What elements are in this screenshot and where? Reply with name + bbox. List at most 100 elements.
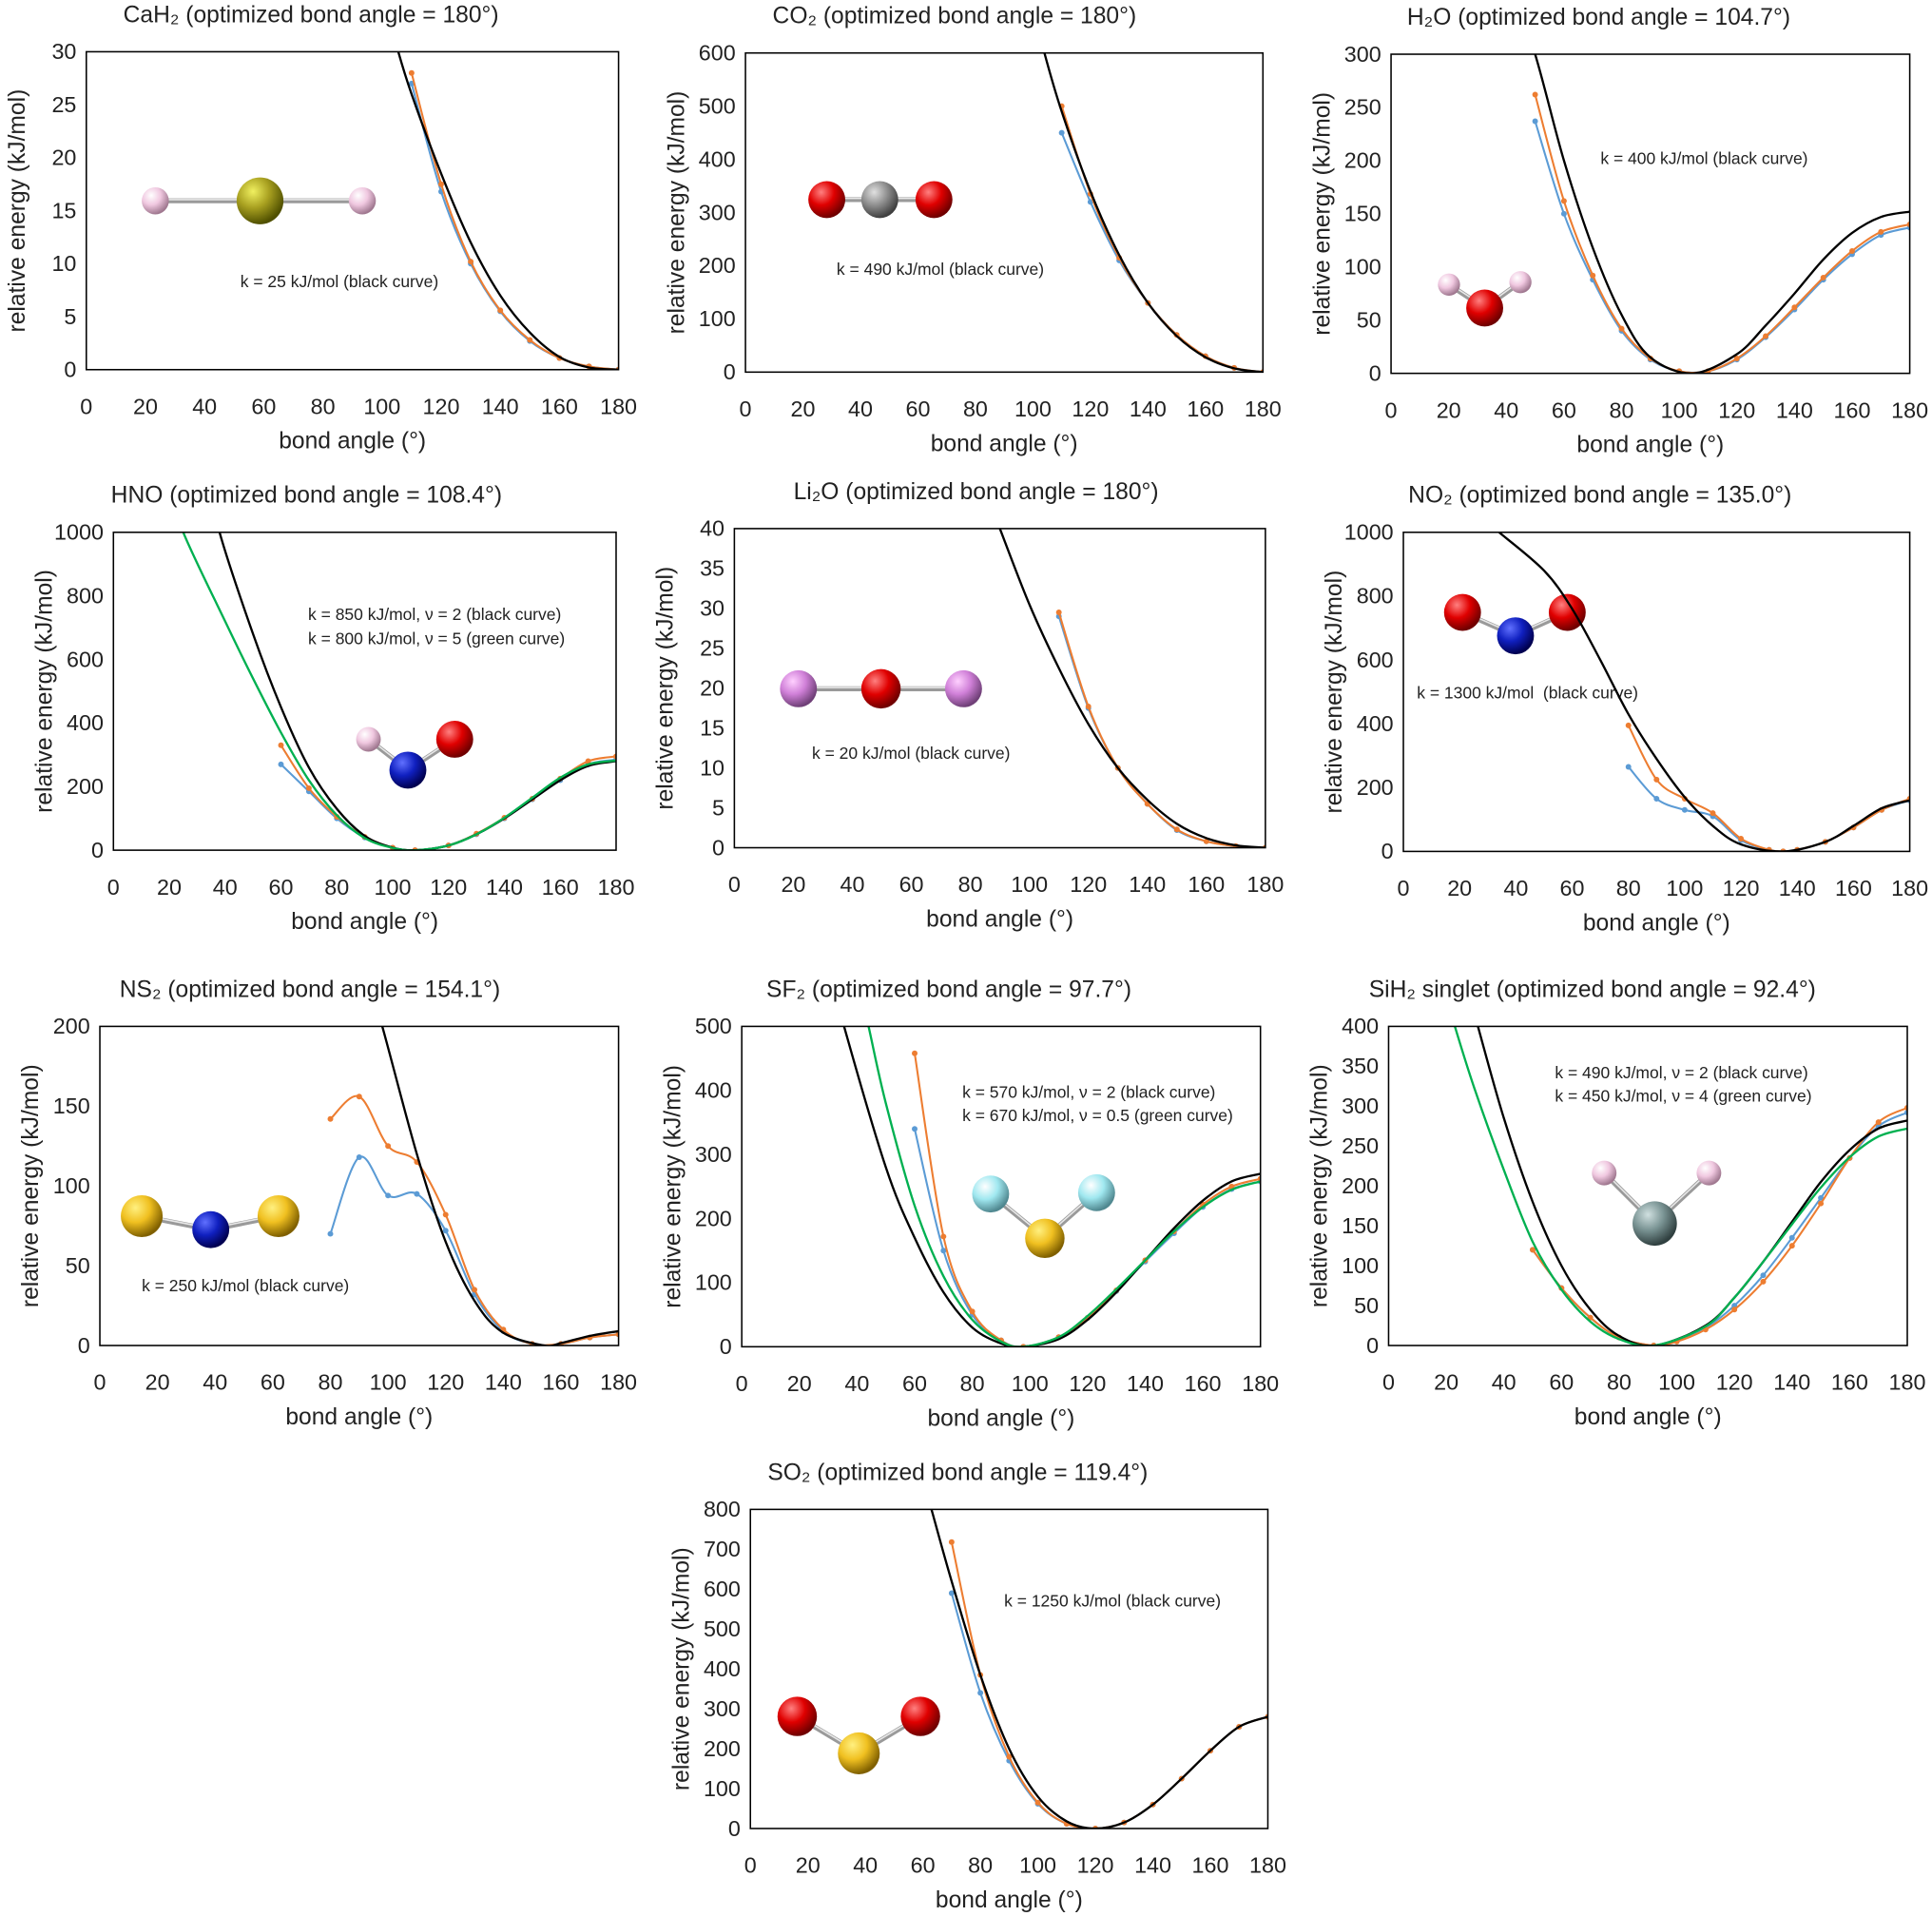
y-tick-label: 200 bbox=[699, 253, 736, 278]
x-tick-label: 80 bbox=[1607, 1370, 1632, 1395]
data-point bbox=[1788, 1234, 1795, 1241]
data-point bbox=[1738, 836, 1745, 842]
atom bbox=[1025, 1218, 1065, 1259]
x-tick-label: 180 bbox=[1246, 872, 1284, 897]
annotation: k = 670 kJ/mol, ν = 0.5 (green curve) bbox=[962, 1106, 1233, 1125]
data-point bbox=[1875, 1119, 1882, 1126]
x-tick-label: 160 bbox=[1188, 872, 1225, 897]
data-point bbox=[438, 181, 444, 187]
x-axis-label: bond angle (°) bbox=[936, 1887, 1083, 1913]
x-tick-label: 80 bbox=[963, 397, 988, 421]
x-tick-label: 120 bbox=[1070, 872, 1107, 897]
x-tick-label: 140 bbox=[1779, 876, 1816, 900]
model-curve bbox=[842, 1026, 1261, 1347]
y-tick-label: 15 bbox=[700, 715, 724, 740]
annotation: k = 850 kJ/mol, ν = 2 (black curve) bbox=[308, 605, 561, 624]
x-tick-label: 160 bbox=[543, 1370, 580, 1395]
y-tick-label: 400 bbox=[695, 1078, 732, 1103]
x-tick-label: 20 bbox=[1434, 1370, 1459, 1395]
atom bbox=[1696, 1160, 1722, 1186]
x-tick-label: 80 bbox=[311, 394, 336, 418]
model-curve bbox=[998, 528, 1265, 848]
x-tick-label: 120 bbox=[423, 394, 460, 418]
x-tick-label: 180 bbox=[1891, 397, 1928, 422]
atom bbox=[780, 669, 818, 707]
plot-area bbox=[998, 528, 1265, 848]
x-tick-label: 0 bbox=[740, 397, 752, 421]
data-point bbox=[1878, 228, 1884, 235]
y-tick-label: 800 bbox=[704, 1497, 741, 1521]
x-tick-label: 0 bbox=[744, 1853, 757, 1878]
data-point bbox=[408, 69, 415, 76]
data-point bbox=[1653, 776, 1660, 783]
annotation: k = 570 kJ/mol, ν = 2 (black curve) bbox=[962, 1083, 1215, 1102]
y-tick-label: 10 bbox=[700, 755, 724, 780]
x-tick-label: 100 bbox=[1014, 397, 1052, 421]
x-tick-label: 0 bbox=[1385, 397, 1398, 422]
atom bbox=[860, 668, 901, 709]
model-curve bbox=[930, 1509, 1268, 1829]
y-tick-label: 0 bbox=[1366, 1333, 1379, 1358]
data-point bbox=[414, 1190, 420, 1197]
molecule bbox=[121, 1194, 299, 1248]
x-tick-label: 60 bbox=[269, 875, 294, 900]
chart: Li₂O (optimized bond angle = 180°) relati… bbox=[653, 479, 1285, 933]
x-tick-label: 60 bbox=[1560, 876, 1585, 900]
data-point bbox=[278, 761, 284, 767]
data-point bbox=[442, 1211, 449, 1218]
x-axis-label: bond angle (°) bbox=[1583, 910, 1730, 936]
x-axis-label: bond angle (°) bbox=[279, 429, 426, 455]
plot-frame bbox=[733, 528, 1266, 849]
data-point bbox=[327, 1230, 334, 1237]
y-tick-label: 40 bbox=[700, 516, 724, 541]
x-tick-label: 60 bbox=[251, 394, 276, 418]
annotation: k = 20 kJ/mol (black curve) bbox=[812, 744, 1010, 763]
data-point bbox=[1788, 1243, 1795, 1249]
atom bbox=[838, 1732, 880, 1774]
atom bbox=[1592, 1160, 1617, 1186]
chart: NS₂ (optimized bond angle = 154.1°) relat… bbox=[18, 977, 637, 1430]
x-tick-label: 140 bbox=[1776, 397, 1813, 422]
y-tick-label: 0 bbox=[78, 1333, 90, 1358]
data-point bbox=[912, 1126, 918, 1132]
x-tick-label: 120 bbox=[1069, 1371, 1106, 1396]
y-tick-label: 200 bbox=[1344, 148, 1381, 173]
y-axis-label: relative energy (kJ/mol) bbox=[653, 567, 679, 810]
x-tick-label: 0 bbox=[1382, 1370, 1395, 1395]
atom bbox=[1509, 271, 1532, 294]
y-tick-label: 250 bbox=[1344, 95, 1381, 120]
y-tick-label: 150 bbox=[53, 1093, 90, 1118]
atom bbox=[121, 1194, 164, 1238]
y-tick-label: 5 bbox=[64, 304, 76, 329]
y-tick-label: 500 bbox=[699, 93, 736, 118]
data-point bbox=[948, 1590, 955, 1597]
atom bbox=[1438, 273, 1460, 296]
y-tick-label: 600 bbox=[704, 1577, 741, 1601]
y-tick-label: 200 bbox=[1342, 1173, 1379, 1198]
data-line bbox=[1060, 106, 1264, 373]
y-tick-label: 150 bbox=[1342, 1213, 1379, 1238]
data-point bbox=[1173, 826, 1180, 833]
chart: CaH₂ (optimized bond angle = 180°) relati… bbox=[5, 2, 637, 455]
x-tick-label: 0 bbox=[736, 1371, 748, 1396]
plot-area bbox=[396, 51, 619, 370]
y-tick-label: 0 bbox=[712, 835, 724, 860]
data-point bbox=[1818, 1200, 1825, 1207]
y-tick-label: 400 bbox=[1357, 711, 1394, 736]
y-tick-label: 100 bbox=[53, 1173, 90, 1198]
data-point bbox=[940, 1233, 947, 1240]
y-tick-label: 400 bbox=[1342, 1014, 1379, 1038]
plot-frame bbox=[749, 1508, 1269, 1829]
y-tick-label: 200 bbox=[695, 1206, 732, 1230]
x-axis-label: bond angle (°) bbox=[291, 909, 438, 935]
x-tick-label: 40 bbox=[853, 1853, 878, 1878]
x-tick-label: 40 bbox=[844, 1371, 869, 1396]
y-tick-label: 25 bbox=[51, 92, 76, 117]
chart-title: NS₂ (optimized bond angle = 154.1°) bbox=[120, 977, 500, 1002]
y-tick-label: 600 bbox=[699, 40, 736, 65]
x-tick-label: 160 bbox=[1192, 1853, 1229, 1878]
y-tick-label: 200 bbox=[1357, 775, 1394, 800]
x-tick-label: 80 bbox=[1616, 876, 1641, 900]
atom bbox=[435, 721, 473, 758]
y-tick-label: 15 bbox=[51, 198, 76, 223]
